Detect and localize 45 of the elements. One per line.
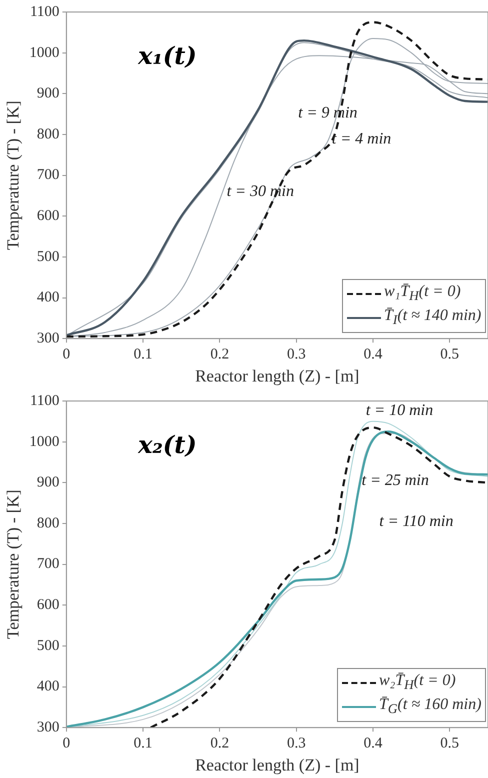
x-tick-label: 0.3 — [286, 736, 306, 752]
y-tick-label: 1100 — [30, 392, 60, 409]
legend-label: w₁T̄$_{H}$(t = 0) — [384, 282, 461, 305]
y-tick-label: 300 — [36, 330, 60, 347]
x-tick-label: 0.5 — [440, 346, 460, 363]
annotation: t = 110 min — [379, 513, 454, 530]
annotation: t = 9 min — [298, 104, 358, 122]
y-tick-label: 300 — [36, 720, 60, 736]
y-tick-label: 500 — [36, 638, 60, 654]
text: x₁(t) — [137, 40, 197, 70]
y-axis-title: Temperature (T) - [K] — [4, 490, 23, 639]
x-tick-label: 0.1 — [134, 346, 152, 363]
annotation: t = 30 min — [226, 182, 294, 200]
y-tick-label: 400 — [36, 290, 60, 306]
y-tick-label: 1000 — [29, 434, 60, 450]
x-tick-label: 0 — [62, 346, 70, 363]
y-tick-label: 900 — [36, 474, 60, 491]
y-tick-label: 500 — [36, 248, 60, 265]
x-tick-label: 0.3 — [286, 346, 306, 363]
x-axis-title: Reactor length (Z) - [m] — [195, 755, 360, 774]
x-axis-title: Reactor length (Z) - [m] — [195, 366, 360, 386]
y-tick-label: 600 — [36, 597, 60, 614]
y-tick-label: 700 — [36, 167, 60, 184]
y-tick-label: 900 — [36, 86, 60, 102]
y-tick-label: 1000 — [29, 44, 60, 61]
x-tick-label: 0.2 — [210, 346, 230, 363]
text: x₂(t) — [137, 430, 197, 459]
legend-label: w₂T̄$_{H}$(t = 0) — [379, 670, 456, 694]
y-tick-label: 1100 — [30, 4, 60, 20]
x-tick-label: 0.2 — [210, 736, 230, 752]
annotation: t = 25 min — [362, 472, 429, 490]
x-tick-label: 0.4 — [364, 346, 383, 363]
legend-label: T̄$_{G}$(t ≈ 160 min) — [379, 694, 482, 718]
y-tick-label: 800 — [36, 126, 60, 142]
y-tick-label: 700 — [36, 556, 60, 572]
x-tick-label: 0.5 — [440, 736, 460, 752]
x-tick-label: 0 — [62, 736, 70, 752]
x-tick-label: 0.4 — [364, 736, 383, 752]
y-tick-label: 600 — [36, 208, 60, 224]
y-axis-title: Temperature (T) - [K] — [4, 100, 23, 250]
y-tick-label: 400 — [36, 678, 60, 695]
x-tick-label: 0.1 — [134, 736, 152, 752]
y-tick-label: 800 — [36, 515, 60, 532]
annotation: t = 10 min — [366, 402, 434, 419]
legend-label: T̄$_{I}$(t ≈ 140 min) — [384, 306, 482, 329]
